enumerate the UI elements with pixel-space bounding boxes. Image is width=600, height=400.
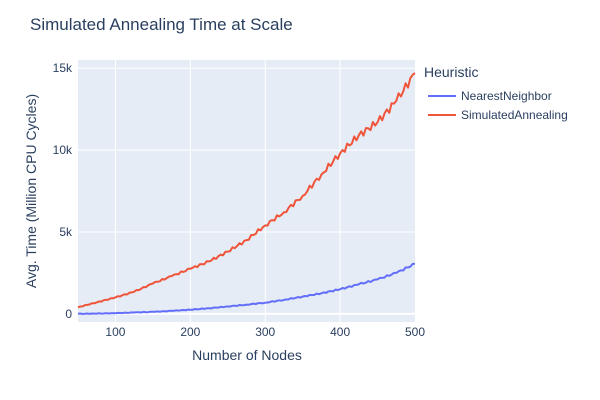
x-tick-labels: 100 200 300 400 500 <box>105 325 425 339</box>
x-tick-label: 300 <box>255 325 275 339</box>
plot-area <box>78 60 415 322</box>
series-line-simulatedannealing <box>77 72 416 309</box>
x-axis-title: Number of Nodes <box>192 347 302 363</box>
y-axis-title: Avg. Time (Million CPU Cycles) <box>23 94 39 288</box>
legend-label: NearestNeighbor <box>461 89 552 103</box>
y-tick-label: 5k <box>59 225 73 239</box>
series-line-nearestneighbor <box>77 262 415 315</box>
chart-title: Simulated Annealing Time at Scale <box>30 15 293 34</box>
x-tick-label: 200 <box>180 325 200 339</box>
x-gridlines <box>114 60 341 322</box>
y-gridlines <box>78 67 415 315</box>
y-tick-labels: 0 5k 10k 15k <box>53 61 73 321</box>
x-tick-label: 400 <box>330 325 350 339</box>
y-tick-label: 0 <box>65 307 72 321</box>
y-tick-label: 15k <box>53 61 73 75</box>
series-lines <box>77 72 416 315</box>
y-tick-label: 10k <box>53 143 73 157</box>
x-tick-label: 500 <box>405 325 425 339</box>
x-tick-label: 100 <box>105 325 125 339</box>
legend-label: SimulatedAnnealing <box>461 108 568 122</box>
legend-title: Heuristic <box>424 64 478 80</box>
legend-items: NearestNeighbor SimulatedAnnealing <box>428 89 568 122</box>
legend: Heuristic NearestNeighbor SimulatedAnneal… <box>424 64 568 122</box>
